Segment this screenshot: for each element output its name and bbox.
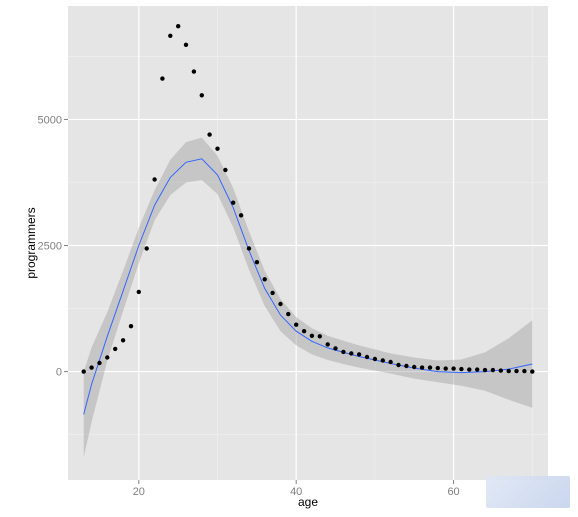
data-point (254, 260, 260, 265)
data-point (349, 351, 354, 356)
point-layer (81, 24, 535, 374)
data-point (372, 356, 378, 362)
data-point (262, 277, 267, 282)
data-point (152, 177, 157, 182)
data-point (160, 76, 165, 81)
data-point (475, 367, 480, 372)
data-point (191, 69, 197, 74)
data-point (128, 324, 134, 329)
data-point (223, 167, 228, 173)
data-point (325, 342, 330, 347)
data-point (286, 311, 291, 317)
data-point (498, 368, 503, 373)
data-point (168, 33, 173, 38)
data-point (238, 213, 244, 218)
data-point (443, 366, 448, 371)
data-point (530, 369, 535, 374)
data-point (301, 329, 307, 334)
data-point (294, 322, 299, 327)
data-point (231, 200, 236, 205)
data-point (427, 365, 433, 370)
data-point (459, 366, 464, 372)
data-point (404, 363, 409, 369)
tick-layer: 20 40 60 0 2500 5000 (38, 114, 460, 498)
y-tick-label: 0 (56, 367, 62, 379)
data-point (278, 301, 283, 307)
data-point (396, 362, 401, 368)
data-point (317, 334, 322, 339)
data-point (144, 246, 149, 251)
y-tick-label: 2500 (38, 241, 62, 253)
data-point (412, 364, 417, 370)
smooth-line (83, 158, 533, 415)
watermark-stamp (486, 476, 570, 508)
data-point (356, 352, 362, 357)
data-point (246, 246, 252, 251)
band-layer (83, 137, 533, 458)
x-tick-label: 60 (447, 486, 459, 498)
data-point (451, 366, 456, 371)
data-point (333, 346, 338, 351)
data-point (113, 346, 118, 352)
data-point (364, 354, 370, 360)
y-tick-label: 5000 (38, 114, 62, 126)
data-point (89, 365, 94, 370)
data-point (506, 368, 511, 374)
data-point (105, 355, 110, 360)
data-point (215, 146, 220, 151)
data-point (207, 132, 212, 137)
grid-layer (68, 6, 548, 480)
data-point (97, 360, 102, 366)
data-point (467, 367, 472, 372)
y-axis-title: programmers (24, 207, 38, 278)
data-point (522, 368, 527, 374)
data-point (136, 289, 141, 295)
data-point (81, 369, 86, 374)
x-tick-label: 20 (133, 486, 145, 498)
data-point (183, 42, 189, 47)
plot-panel (68, 6, 548, 480)
data-point (419, 365, 425, 370)
data-point (380, 358, 385, 363)
data-point (388, 359, 393, 365)
x-axis-title: age (298, 495, 318, 509)
confidence-band (83, 137, 533, 458)
data-point (514, 368, 519, 374)
x-tick-label: 40 (290, 486, 302, 498)
data-point (199, 93, 204, 98)
data-point (490, 367, 496, 373)
data-point (309, 333, 315, 338)
line-layer (83, 158, 533, 415)
data-point (341, 349, 346, 355)
data-point (120, 338, 126, 343)
data-point (270, 290, 275, 296)
data-point (482, 367, 488, 373)
data-point (435, 365, 440, 371)
data-point (176, 24, 181, 29)
